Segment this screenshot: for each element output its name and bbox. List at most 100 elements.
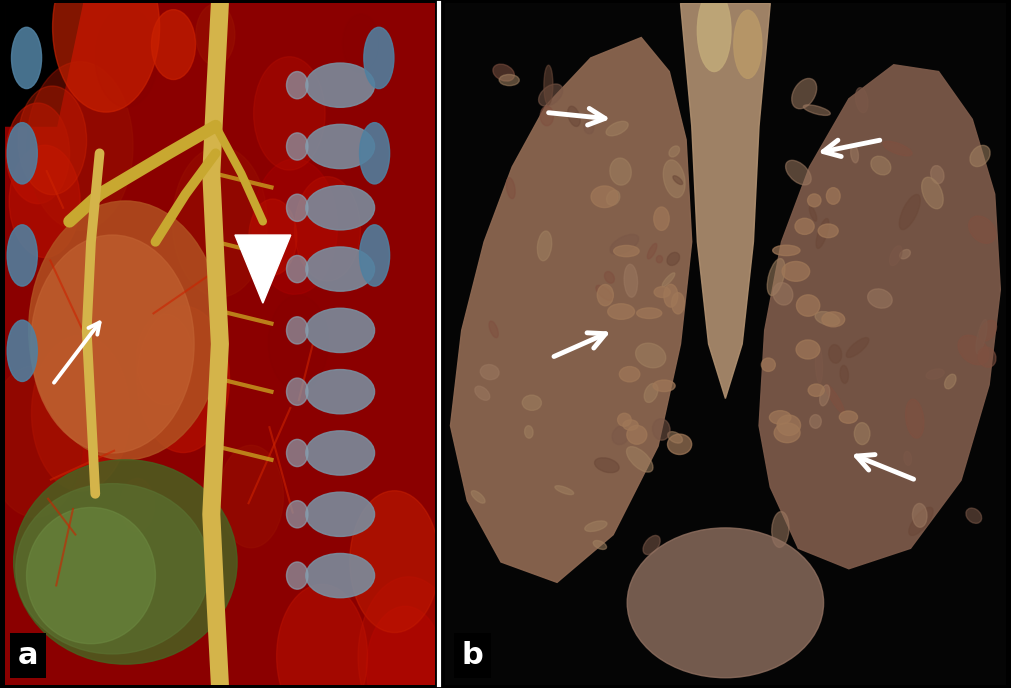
- Ellipse shape: [772, 283, 793, 305]
- Ellipse shape: [909, 507, 933, 535]
- Ellipse shape: [636, 343, 666, 368]
- Ellipse shape: [664, 284, 677, 307]
- Ellipse shape: [286, 316, 308, 344]
- Ellipse shape: [774, 423, 800, 442]
- Ellipse shape: [769, 411, 791, 424]
- Ellipse shape: [507, 178, 516, 199]
- Ellipse shape: [792, 78, 817, 109]
- Ellipse shape: [969, 216, 996, 244]
- Polygon shape: [759, 65, 1000, 569]
- Ellipse shape: [899, 195, 920, 230]
- Circle shape: [136, 314, 194, 405]
- Ellipse shape: [839, 411, 857, 423]
- Ellipse shape: [26, 508, 156, 644]
- Ellipse shape: [652, 419, 670, 440]
- Ellipse shape: [786, 160, 811, 185]
- Ellipse shape: [598, 284, 614, 305]
- Ellipse shape: [815, 312, 840, 325]
- Ellipse shape: [656, 255, 662, 263]
- Ellipse shape: [360, 225, 389, 286]
- Ellipse shape: [11, 28, 41, 89]
- Ellipse shape: [286, 440, 308, 466]
- Ellipse shape: [931, 166, 944, 184]
- Ellipse shape: [669, 146, 679, 157]
- Ellipse shape: [606, 121, 628, 136]
- Ellipse shape: [855, 87, 868, 113]
- Ellipse shape: [804, 105, 830, 116]
- Circle shape: [268, 295, 329, 390]
- Ellipse shape: [555, 486, 573, 495]
- Ellipse shape: [544, 65, 553, 105]
- Ellipse shape: [286, 133, 308, 160]
- Circle shape: [350, 491, 439, 632]
- Circle shape: [6, 103, 70, 204]
- Ellipse shape: [734, 10, 762, 78]
- Ellipse shape: [614, 246, 639, 257]
- Ellipse shape: [777, 415, 801, 436]
- Ellipse shape: [608, 303, 635, 319]
- Ellipse shape: [584, 521, 607, 531]
- Ellipse shape: [654, 287, 670, 297]
- Ellipse shape: [480, 365, 499, 380]
- Ellipse shape: [644, 383, 658, 402]
- Ellipse shape: [593, 541, 607, 550]
- Circle shape: [249, 199, 297, 275]
- Ellipse shape: [7, 320, 37, 381]
- Ellipse shape: [28, 201, 222, 460]
- Ellipse shape: [816, 346, 823, 383]
- Circle shape: [120, 478, 154, 531]
- Ellipse shape: [980, 320, 997, 341]
- Ellipse shape: [7, 225, 37, 286]
- Ellipse shape: [698, 0, 731, 72]
- Ellipse shape: [610, 235, 639, 255]
- Circle shape: [152, 10, 195, 80]
- Ellipse shape: [583, 121, 593, 134]
- Ellipse shape: [870, 156, 891, 175]
- Ellipse shape: [643, 535, 660, 555]
- Circle shape: [9, 145, 80, 257]
- Ellipse shape: [594, 458, 619, 473]
- Ellipse shape: [568, 106, 580, 127]
- Ellipse shape: [667, 434, 692, 455]
- Circle shape: [343, 14, 379, 72]
- Circle shape: [173, 147, 267, 297]
- Ellipse shape: [662, 273, 675, 287]
- Ellipse shape: [958, 335, 989, 365]
- Ellipse shape: [783, 261, 810, 281]
- Ellipse shape: [883, 141, 912, 156]
- Ellipse shape: [591, 186, 618, 208]
- Circle shape: [366, 606, 444, 688]
- Ellipse shape: [305, 125, 374, 169]
- Ellipse shape: [978, 347, 996, 367]
- Ellipse shape: [537, 231, 552, 261]
- Ellipse shape: [523, 395, 542, 410]
- Ellipse shape: [854, 422, 869, 444]
- Ellipse shape: [850, 145, 858, 163]
- Ellipse shape: [808, 194, 821, 207]
- Ellipse shape: [816, 219, 829, 248]
- Ellipse shape: [654, 207, 669, 230]
- Polygon shape: [680, 3, 770, 398]
- Ellipse shape: [822, 312, 845, 327]
- Ellipse shape: [867, 289, 893, 308]
- Circle shape: [137, 306, 229, 453]
- Ellipse shape: [663, 160, 685, 197]
- Ellipse shape: [647, 244, 657, 259]
- Ellipse shape: [305, 369, 374, 413]
- Circle shape: [0, 365, 83, 517]
- Ellipse shape: [846, 338, 868, 358]
- Ellipse shape: [623, 420, 638, 430]
- Ellipse shape: [820, 385, 830, 406]
- Ellipse shape: [826, 385, 844, 413]
- Circle shape: [31, 335, 129, 491]
- Circle shape: [277, 584, 368, 688]
- Ellipse shape: [809, 206, 817, 221]
- Ellipse shape: [966, 508, 982, 524]
- Ellipse shape: [826, 188, 840, 204]
- Ellipse shape: [795, 218, 814, 235]
- Ellipse shape: [286, 255, 308, 283]
- Ellipse shape: [489, 321, 498, 338]
- Circle shape: [53, 0, 160, 112]
- Ellipse shape: [772, 245, 800, 256]
- Ellipse shape: [637, 308, 662, 319]
